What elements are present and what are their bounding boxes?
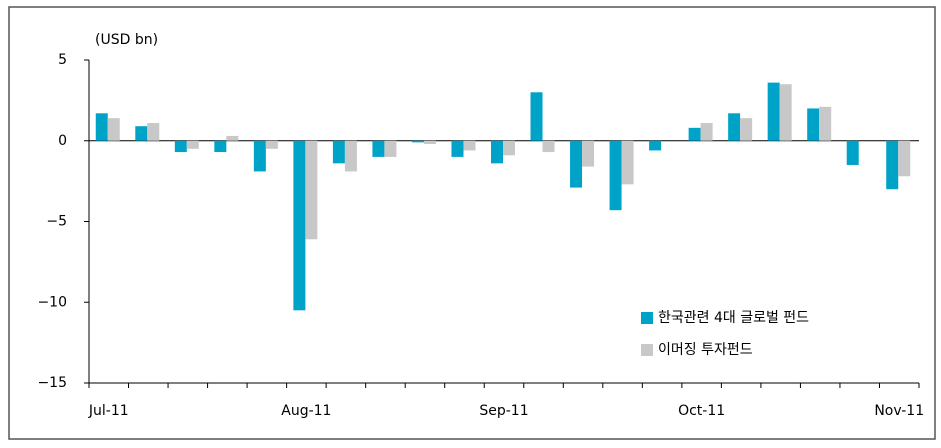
- bar: [807, 108, 820, 141]
- bar: [819, 106, 832, 141]
- bar: [898, 140, 911, 177]
- bar: [423, 140, 436, 144]
- y-axis-label: (USD bn): [95, 32, 158, 48]
- legend-label: 이머징 투자펀드: [658, 342, 753, 358]
- bar: [621, 140, 634, 185]
- bar: [688, 127, 701, 141]
- bar: [174, 140, 187, 153]
- bar: [411, 140, 424, 143]
- frame: [8, 6, 936, 440]
- bar: [649, 140, 662, 151]
- bar: [779, 84, 792, 141]
- bar: [135, 126, 148, 141]
- bar: [846, 140, 859, 165]
- x-tick-label: Nov-11: [874, 403, 924, 419]
- bar: [570, 140, 583, 188]
- bar: [700, 122, 713, 141]
- bar: [886, 140, 899, 190]
- y-tick-label: −5: [46, 214, 67, 230]
- bar: [253, 140, 266, 172]
- x-tick-label: Oct-11: [678, 403, 725, 419]
- bar: [582, 140, 595, 167]
- bar: [503, 140, 515, 156]
- bar: [344, 140, 357, 172]
- x-tick-label: Aug-11: [281, 403, 331, 419]
- bar: [305, 140, 318, 240]
- bar: [226, 135, 239, 141]
- bar: [332, 140, 345, 164]
- y-tick-label: −10: [37, 294, 67, 310]
- bar: [530, 92, 543, 141]
- bar: [293, 140, 306, 311]
- bar: [491, 140, 503, 164]
- bar: [107, 118, 120, 141]
- legend-swatch: [641, 344, 653, 356]
- x-tick-label: Sep-11: [479, 403, 528, 419]
- bar: [728, 113, 741, 141]
- legend-swatch: [641, 312, 653, 324]
- bar: [740, 118, 753, 141]
- bar: [463, 140, 476, 151]
- bar: [451, 140, 464, 157]
- bar: [767, 82, 780, 141]
- bar: [214, 140, 227, 153]
- x-tick-label: Jul-11: [88, 403, 129, 419]
- legend-label: 한국관련 4대 글로벌 펀드: [658, 310, 809, 326]
- y-tick-label: 5: [58, 52, 67, 68]
- bar: [265, 140, 278, 149]
- y-tick-label: 0: [58, 133, 67, 149]
- bar: [372, 140, 385, 157]
- y-tick-label: −15: [37, 375, 67, 391]
- bar: [384, 140, 397, 157]
- bar: [186, 140, 199, 149]
- bar: [609, 140, 622, 211]
- bar: [147, 122, 160, 141]
- bar: [542, 140, 555, 153]
- bar: [95, 113, 108, 141]
